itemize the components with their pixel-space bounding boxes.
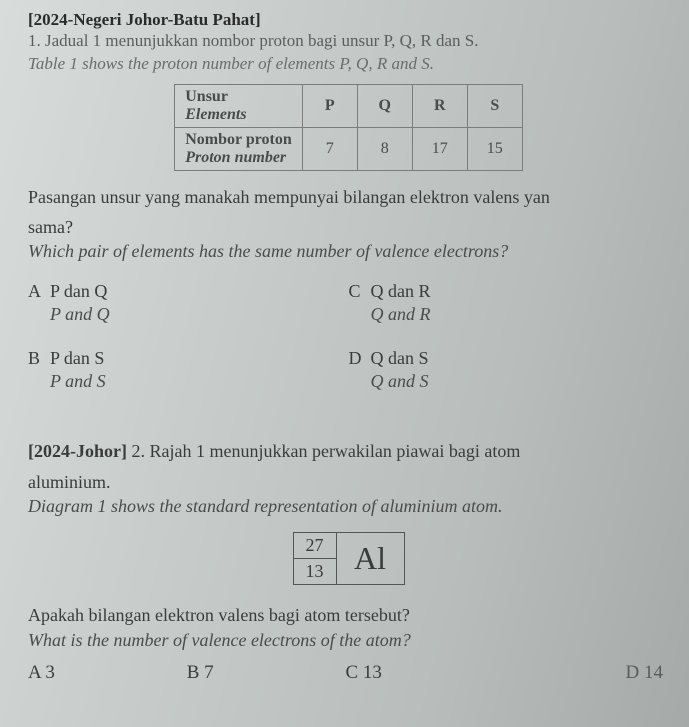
choices-col-right: CQ dan R Q and R DQ dan S Q and S bbox=[349, 280, 670, 414]
choice-D-label: D bbox=[349, 347, 371, 370]
choice-A-en: P and Q bbox=[50, 303, 349, 326]
choice-B-label: B bbox=[28, 347, 50, 370]
q2-line-ms: [2024-Johor] 2. Rajah 1 menunjukkan perw… bbox=[28, 439, 669, 463]
atom-numbers: 27 13 bbox=[294, 533, 337, 584]
cell-unsur: Unsur Elements bbox=[175, 84, 303, 127]
q1-stem-ms-b: sama? bbox=[28, 215, 669, 239]
row1-en: Elements bbox=[185, 106, 246, 123]
choice-C-label: C bbox=[349, 280, 371, 303]
hdr-Q: Q bbox=[357, 84, 412, 127]
val-P: 7 bbox=[302, 127, 357, 170]
q2-stem-en: What is the number of valence electrons … bbox=[28, 628, 669, 652]
val-Q: 8 bbox=[357, 127, 412, 170]
hdr-P: P bbox=[302, 84, 357, 127]
q1-line-ms: 1. Jadual 1 menunjukkan nombor proton ba… bbox=[28, 30, 669, 53]
q2-choice-C[interactable]: C 13 bbox=[346, 662, 505, 684]
row2-en: Proton number bbox=[185, 149, 286, 166]
q2-choice-D[interactable]: D 14 bbox=[504, 662, 669, 684]
q2-choices: A 3 B 7 C 13 D 14 bbox=[28, 662, 669, 684]
q1-text-ms: Jadual 1 menunjukkan nombor proton bagi … bbox=[45, 31, 478, 50]
choice-C-en: Q and R bbox=[371, 303, 670, 326]
q1-stem-en: Which pair of elements has the same numb… bbox=[28, 239, 669, 263]
q2-text-ms-a: Rajah 1 menunjukkan perwakilan piawai ba… bbox=[149, 441, 520, 461]
q2-number: 2. bbox=[131, 441, 145, 461]
table-row: Unsur Elements P Q R S bbox=[175, 84, 523, 127]
choices-col-left: AP dan Q P and Q BP dan S P and S bbox=[28, 280, 349, 414]
choice-A-label: A bbox=[28, 280, 50, 303]
choice-C-ms: Q dan R bbox=[371, 281, 431, 301]
proton-number: 13 bbox=[294, 559, 336, 584]
q1-choices: AP dan Q P and Q BP dan S P and S CQ dan… bbox=[28, 280, 669, 414]
q2-choice-A[interactable]: A 3 bbox=[28, 662, 187, 684]
q2-choice-B[interactable]: B 7 bbox=[187, 662, 346, 684]
q2-line-en: Diagram 1 shows the standard representat… bbox=[28, 494, 669, 518]
q2-block: [2024-Johor] 2. Rajah 1 menunjukkan perw… bbox=[28, 439, 669, 683]
choice-D[interactable]: DQ dan S Q and S bbox=[349, 347, 670, 394]
cell-nombor: Nombor proton Proton number bbox=[175, 127, 303, 170]
val-S: 15 bbox=[467, 127, 522, 170]
q2-stem-ms: Apakah bilangan elektron valens bagi ato… bbox=[28, 603, 669, 627]
atom-diagram: 27 13 Al bbox=[293, 532, 405, 585]
proton-table: Unsur Elements P Q R S Nombor proton Pro… bbox=[174, 84, 523, 171]
q2-text-ms-b: aluminium. bbox=[28, 470, 669, 494]
hdr-S: S bbox=[467, 84, 522, 127]
choice-C[interactable]: CQ dan R Q and R bbox=[349, 280, 670, 327]
table-row: Nombor proton Proton number 7 8 17 15 bbox=[175, 127, 523, 170]
choice-A-ms: P dan Q bbox=[50, 281, 107, 301]
choice-D-ms: Q dan S bbox=[371, 348, 429, 368]
mass-number: 27 bbox=[294, 533, 336, 559]
choice-A[interactable]: AP dan Q P and Q bbox=[28, 280, 349, 327]
q1-line-en: Table 1 shows the proton number of eleme… bbox=[28, 53, 669, 76]
choice-B-en: P and S bbox=[50, 370, 349, 393]
element-symbol: Al bbox=[337, 533, 404, 584]
hdr-R: R bbox=[412, 84, 467, 127]
row1-ms: Unsur bbox=[185, 88, 228, 105]
row2-ms: Nombor proton bbox=[185, 131, 292, 148]
exam-page: [2024-Negeri Johor-Batu Pahat] 1. Jadual… bbox=[0, 0, 689, 694]
q1-stem-ms-a: Pasangan unsur yang manakah mempunyai bi… bbox=[28, 185, 669, 209]
q1-block: [2024-Negeri Johor-Batu Pahat] 1. Jadual… bbox=[28, 10, 669, 413]
q1-number: 1. bbox=[28, 31, 41, 50]
q1-source: [2024-Negeri Johor-Batu Pahat] bbox=[28, 10, 669, 30]
choice-B-ms: P dan S bbox=[50, 348, 104, 368]
q2-source: [2024-Johor] bbox=[28, 441, 127, 461]
val-R: 17 bbox=[412, 127, 467, 170]
choice-D-en: Q and S bbox=[371, 370, 670, 393]
choice-B[interactable]: BP dan S P and S bbox=[28, 347, 349, 394]
